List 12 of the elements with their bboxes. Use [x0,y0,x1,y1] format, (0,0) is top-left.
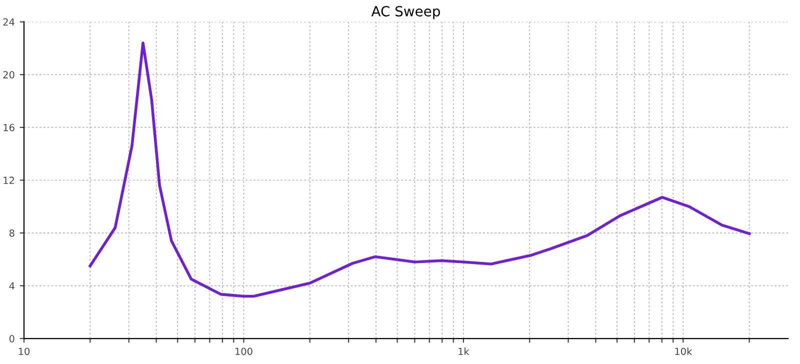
y-tick-label: 16 [4,124,14,132]
x-tick-label: 100 [236,348,252,356]
y-tick-label: 24 [3,18,14,26]
y-tick-label: 12 [4,176,14,184]
chart-title: AC Sweep [371,6,440,20]
y-tick-label: 0 [9,335,14,342]
y-tick-label: 4 [9,282,14,290]
x-tick-label: 1k [458,348,470,355]
x-tick-label: 10k [675,348,692,356]
y-tick-label: 20 [3,71,14,78]
y-tick-label: 8 [9,229,14,237]
x-tick-label: 10 [18,348,30,356]
